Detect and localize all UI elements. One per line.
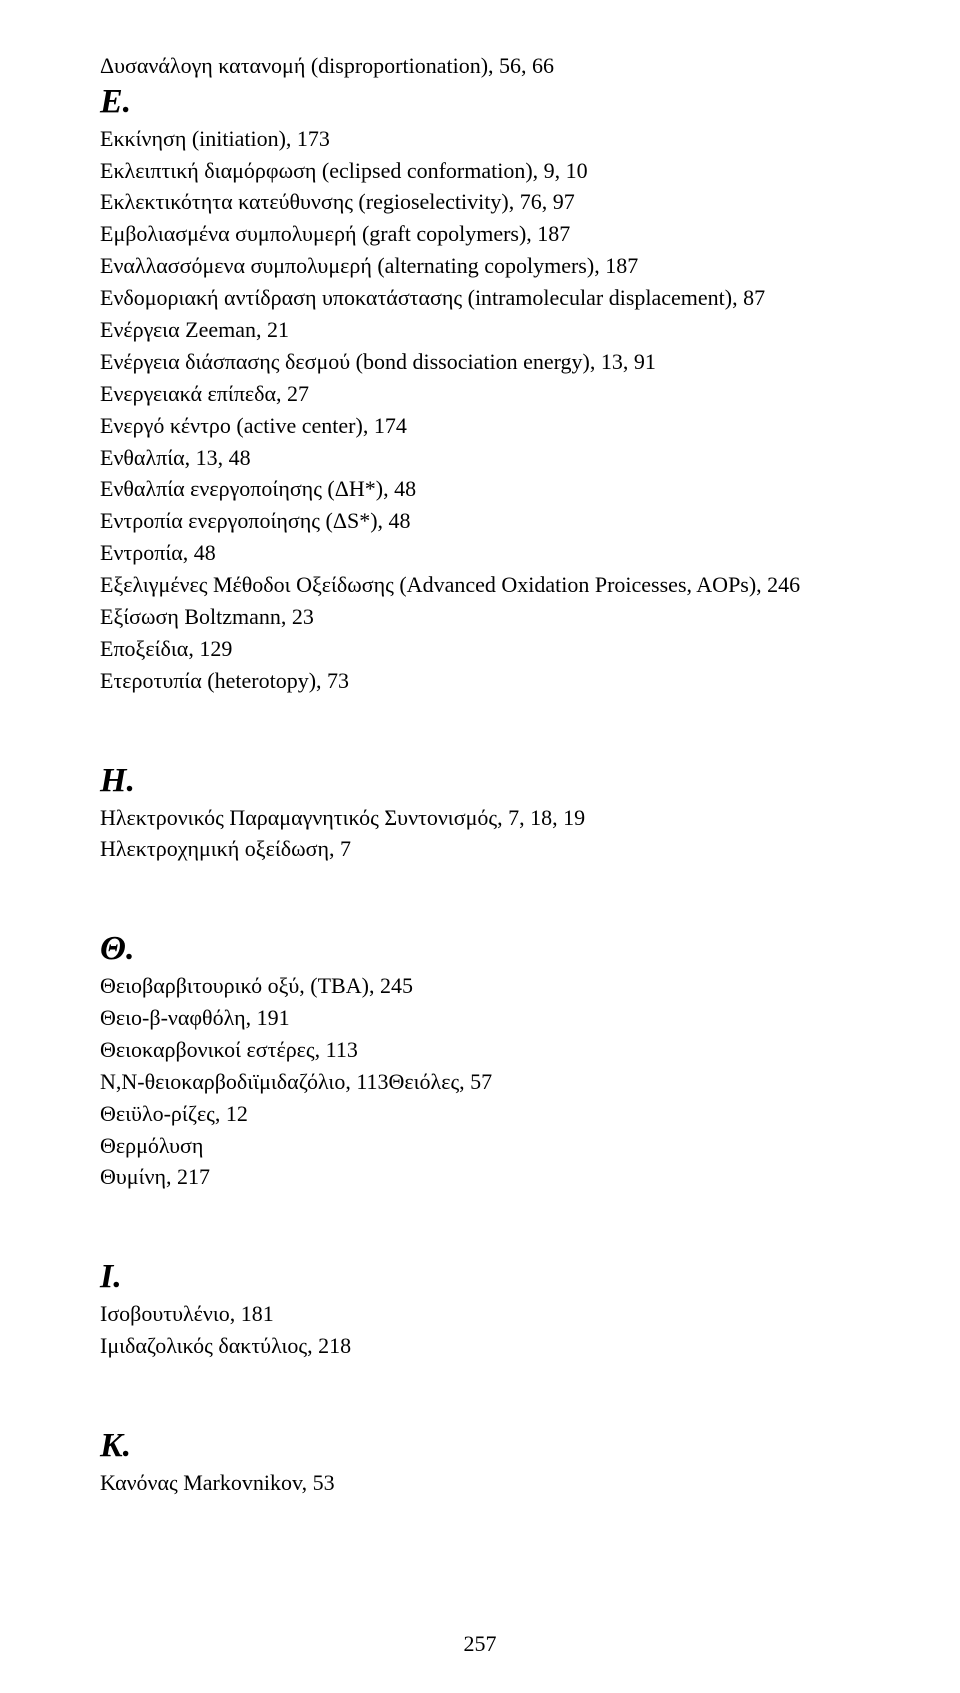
index-entry: Θειοβαρβιτουρικό οξύ, (ΤΒΑ), 245 xyxy=(100,970,860,1002)
index-entry: Εποξείδια, 129 xyxy=(100,633,860,665)
page-number: 257 xyxy=(0,1631,960,1657)
index-entry: Ενέργεια διάσπασης δεσμού (bond dissocia… xyxy=(100,346,860,378)
index-entry: Εμβολιασμένα συμπολυμερή (graft copolyme… xyxy=(100,218,860,250)
section-heading-eta: Η. xyxy=(100,761,860,802)
section-heading-theta: Θ. xyxy=(100,929,860,970)
index-entry: Θυμίνη, 217 xyxy=(100,1161,860,1193)
index-entry: Θειο-β-ναφθόλη, 191 xyxy=(100,1002,860,1034)
index-entry: Εναλλασσόμενα συμπολυμερή (alternating c… xyxy=(100,250,860,282)
index-entry: Εκκίνηση (initiation), 173 xyxy=(100,123,860,155)
index-entry: Εντροπία, 48 xyxy=(100,537,860,569)
page: Δυσανάλογη κατανομή (disproportionation)… xyxy=(0,0,960,1693)
section-heading-epsilon: Ε. xyxy=(100,82,860,123)
index-entry: Θειοκαρβονικοί εστέρες, 113 xyxy=(100,1034,860,1066)
index-entry: Ηλεκτρονικός Παραμαγνητικός Συντονισμός,… xyxy=(100,802,860,834)
index-entry: Δυσανάλογη κατανομή (disproportionation)… xyxy=(100,50,860,82)
index-entry: Ενεργειακά επίπεδα, 27 xyxy=(100,378,860,410)
index-entry: Ενδομοριακή αντίδραση υποκατάστασης (int… xyxy=(100,282,860,314)
index-entry: Ενθαλπία ενεργοποίησης (ΔΗ*), 48 xyxy=(100,473,860,505)
index-entry: Εντροπία ενεργοποίησης (ΔS*), 48 xyxy=(100,505,860,537)
index-entry: Ηλεκτροχημική οξείδωση, 7 xyxy=(100,833,860,865)
index-entry: Εκλειπτική διαμόρφωση (eclipsed conforma… xyxy=(100,155,860,187)
index-entry: Ν,Ν-θειοκαρβοδιϊμιδαζόλιο, 113Θειόλες, 5… xyxy=(100,1066,860,1098)
index-entry: Ιμιδαζολικός δακτύλιος, 218 xyxy=(100,1330,860,1362)
index-entry: Θερμόλυση xyxy=(100,1130,860,1162)
index-entry: Κανόνας Markovnikov, 53 xyxy=(100,1467,860,1499)
index-entry: Εκλεκτικότητα κατεύθυνσης (regioselectiv… xyxy=(100,186,860,218)
index-entry: Εξίσωση Boltzmann, 23 xyxy=(100,601,860,633)
section-heading-iota: Ι. xyxy=(100,1257,860,1298)
index-entry: Ετεροτυπία (heterotopy), 73 xyxy=(100,665,860,697)
index-entry: Ενεργό κέντρο (active center), 174 xyxy=(100,410,860,442)
index-entry: Θειϋλο-ρίζες, 12 xyxy=(100,1098,860,1130)
index-entry: Εξελιγμένες Μέθοδοι Οξείδωσης (Advanced … xyxy=(100,569,860,601)
index-entry: Ενθαλπία, 13, 48 xyxy=(100,442,860,474)
index-entry: Ενέργεια Zeeman, 21 xyxy=(100,314,860,346)
section-heading-kappa: Κ. xyxy=(100,1426,860,1467)
index-entry: Ισοβουτυλένιο, 181 xyxy=(100,1298,860,1330)
